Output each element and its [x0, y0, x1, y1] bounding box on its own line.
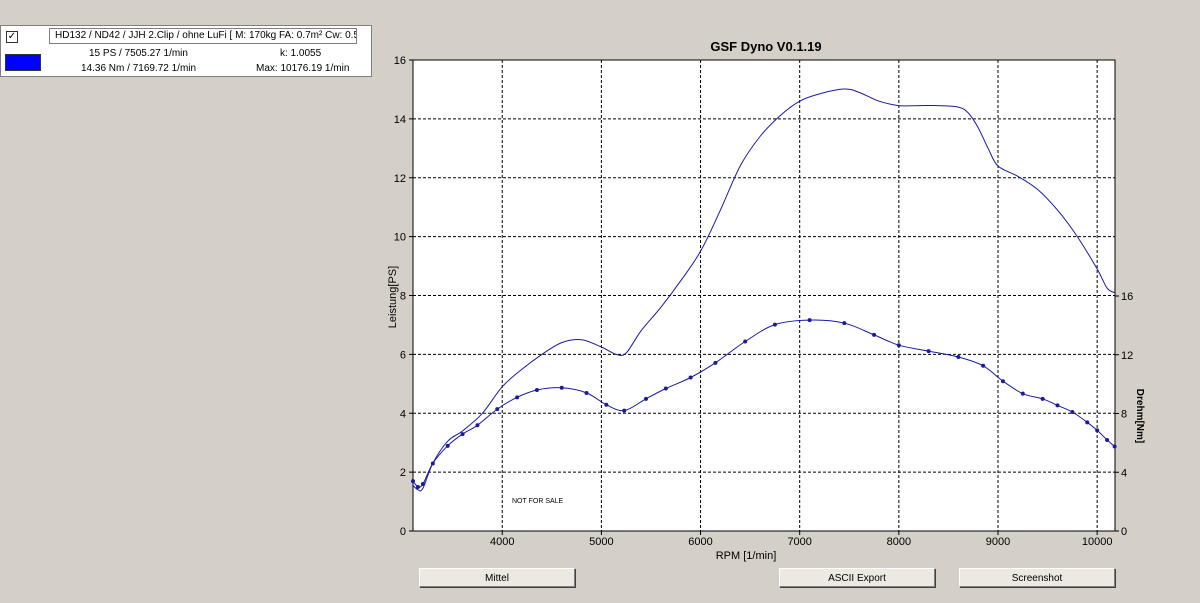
y2-tick-label: 0	[1121, 526, 1127, 538]
torque-data-point	[1000, 379, 1005, 384]
y-tick-label: 16	[394, 55, 406, 67]
torque-data-point	[1085, 420, 1090, 425]
torque-data-point	[495, 407, 500, 412]
peak-power-readout: 15 PS / 7505.27 1/min	[89, 48, 188, 59]
x-tick-label: 6000	[688, 536, 712, 548]
y-tick-label: 0	[400, 526, 406, 538]
torque-data-point	[688, 375, 693, 380]
grid-lines	[413, 60, 1115, 531]
x-tick-label: 10000	[1082, 536, 1113, 548]
y2-axis-label: Drehm[Nm]	[1134, 389, 1145, 443]
screenshot-button[interactable]: Screenshot	[959, 568, 1115, 587]
y-tick-label: 10	[394, 232, 406, 244]
x-tick-label: 9000	[986, 536, 1010, 548]
torque-data-point	[460, 432, 465, 437]
y-tick-label: 12	[394, 173, 406, 185]
y2-tick-label: 8	[1121, 409, 1127, 421]
torque-data-point	[559, 385, 564, 390]
y2-tick-label: 4	[1121, 467, 1127, 479]
torque-data-point	[872, 332, 877, 337]
y-tick-label: 2	[400, 467, 406, 479]
torque-data-point	[1055, 403, 1060, 408]
y-axis-label: Leistung[PS]	[387, 266, 399, 328]
torque-data-point	[411, 479, 415, 484]
torque-data-point	[534, 388, 539, 392]
y-tick-label: 14	[394, 114, 406, 126]
torque-data-point	[515, 395, 520, 400]
torque-data-point	[713, 360, 718, 365]
y-tick-label: 6	[400, 349, 406, 361]
torque-data-point	[622, 408, 627, 413]
torque-data-point	[663, 386, 668, 391]
torque-data-point	[842, 321, 847, 326]
torque-data-point	[430, 461, 435, 466]
series-color-swatch[interactable]	[5, 54, 41, 71]
torque-data-point	[807, 318, 812, 323]
chart-title: GSF Dyno V0.1.19	[710, 39, 821, 54]
x-tick-label: 8000	[887, 536, 911, 548]
y2-tick-label: 16	[1121, 291, 1133, 303]
axis-ticks: 4000 5000 6000 7000 8000 9000 10000 0 2 4 6 8 10 12 14…	[394, 55, 1134, 548]
series-visibility-checkbox[interactable]: ✓	[6, 31, 18, 43]
ascii-export-button[interactable]: ASCII Export	[779, 568, 935, 587]
x-tick-label: 7000	[787, 536, 811, 548]
torque-data-point	[1105, 437, 1110, 442]
torque-data-point	[644, 396, 649, 401]
torque-data-point	[584, 390, 589, 395]
y2-tick-label: 12	[1121, 350, 1133, 362]
torque-data-point	[1070, 410, 1075, 415]
mittel-button[interactable]: Mittel	[419, 568, 575, 587]
x-tick-label: 5000	[589, 536, 613, 548]
torque-data-point	[415, 484, 420, 489]
torque-data-point	[604, 402, 609, 407]
torque-data-point	[743, 339, 748, 344]
torque-data-point	[445, 443, 450, 448]
torque-data-point	[420, 482, 425, 486]
power-curve-line	[412, 88, 1115, 492]
torque-data-point	[1040, 396, 1045, 401]
torque-data-point	[1095, 428, 1100, 433]
series-layer	[411, 88, 1117, 492]
torque-data-point	[1112, 444, 1117, 449]
k-factor-readout: k: 1.0055	[280, 48, 322, 59]
torque-data-point	[956, 354, 961, 359]
y-tick-label: 8	[400, 291, 406, 303]
torque-data-point	[926, 349, 931, 354]
torque-data-point	[896, 343, 901, 348]
max-rpm-readout: Max: 10176.19 1/min	[256, 63, 350, 74]
torque-data-point	[772, 322, 777, 327]
torque-data-point	[475, 423, 480, 428]
torque-data-point	[981, 363, 986, 368]
legend-panel: ✓ HD132 / ND42 / JJH 2.Clip / ohne LuFi …	[0, 25, 372, 77]
y-tick-label: 4	[400, 408, 406, 420]
x-axis-label: RPM [1/min]	[716, 550, 777, 562]
peak-torque-readout: 14.36 Nm / 7169.72 1/min	[81, 63, 197, 74]
x-tick-label: 4000	[490, 536, 514, 548]
torque-data-point	[1020, 391, 1025, 396]
run-description-field[interactable]: HD132 / ND42 / JJH 2.Clip / ohne LuFi [ …	[49, 28, 357, 44]
not-for-sale-watermark: NOT FOR SALE	[512, 498, 564, 505]
